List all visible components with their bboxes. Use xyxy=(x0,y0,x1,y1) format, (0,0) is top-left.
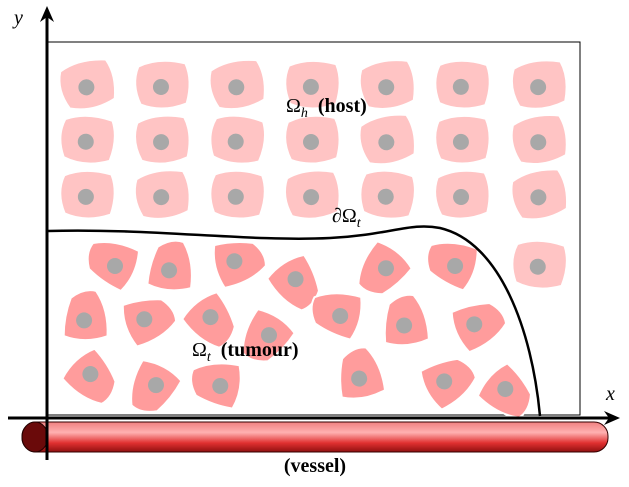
host-cell xyxy=(135,60,190,109)
host-cell xyxy=(134,115,190,165)
host-cell xyxy=(133,169,191,221)
host-cell xyxy=(57,113,117,167)
nucleus xyxy=(303,134,319,150)
nucleus xyxy=(107,258,123,274)
host-cell xyxy=(285,116,339,164)
subscript: h xyxy=(301,106,308,121)
y-label: y xyxy=(12,7,23,29)
host-cell xyxy=(59,169,117,220)
symbol: Ω xyxy=(192,339,207,361)
symbol: Ω xyxy=(286,95,301,117)
label: (tumour) xyxy=(221,339,299,361)
x-label: x xyxy=(605,383,615,405)
vessel-end xyxy=(22,422,48,452)
symbol: ∂Ω xyxy=(332,205,357,227)
vessel xyxy=(22,422,608,452)
host-cell xyxy=(208,168,267,221)
vessel-label: (vessel) xyxy=(284,455,346,477)
host-cell xyxy=(509,238,569,292)
host-cell xyxy=(434,115,490,165)
host-cell xyxy=(433,58,491,110)
label: (host) xyxy=(318,95,367,117)
diagram: y x Ωh(host) ∂Ωt Ωt(tumour) (vessel) xyxy=(0,0,629,487)
host-cell xyxy=(357,167,418,222)
host-cell xyxy=(435,170,490,219)
host-cell xyxy=(510,59,568,110)
